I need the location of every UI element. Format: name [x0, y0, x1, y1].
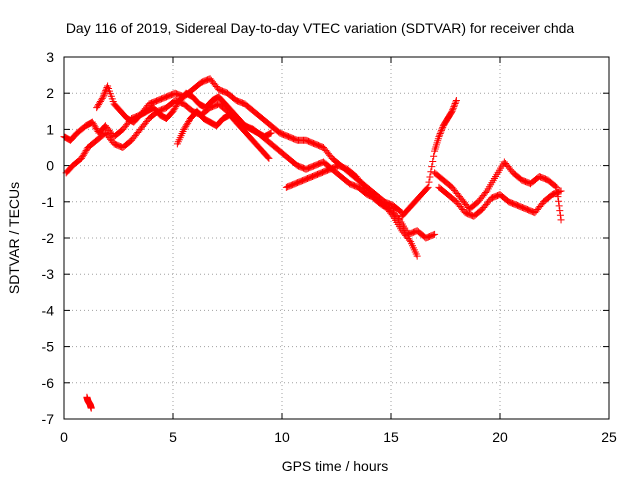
data-point-fill: [430, 152, 438, 160]
data-point-fill: [554, 193, 562, 201]
data-point-fill: [551, 182, 559, 190]
data-point-fill: [452, 98, 460, 106]
data-point-fill: [98, 94, 106, 102]
data-point-fill: [101, 88, 109, 96]
data-point: [265, 154, 273, 162]
data-point-fill: [438, 125, 446, 133]
data-point-fill: [451, 101, 459, 109]
data-point: [448, 107, 456, 115]
data-point: [557, 187, 565, 195]
data-point-fill: [429, 231, 437, 239]
data-point-fill: [451, 100, 459, 108]
data-point-fill: [436, 130, 444, 138]
data-point: [431, 230, 439, 238]
data-point-fill: [100, 90, 108, 98]
data-point-fill: [264, 153, 272, 161]
data-point-fill: [266, 130, 274, 138]
data-point: [435, 133, 443, 141]
data-point: [424, 183, 432, 191]
x-tick-label: 5: [169, 429, 177, 445]
data-point: [452, 96, 460, 104]
data-point-fill: [555, 197, 563, 205]
data-point-fill: [423, 184, 431, 192]
data-point-fill: [425, 178, 433, 186]
data-point: [99, 93, 107, 101]
data-point: [413, 252, 421, 260]
x-tick-label: 10: [274, 429, 290, 445]
y-tick-label: 0: [46, 158, 54, 174]
data-point-fill: [449, 104, 457, 112]
y-tick-label: -6: [42, 375, 55, 391]
data-point: [553, 183, 561, 191]
data-point-fill: [405, 236, 413, 244]
data-point-fill: [555, 202, 563, 210]
y-tick-label: 2: [46, 85, 54, 101]
x-tick-label: 15: [383, 429, 399, 445]
y-tick-label: -7: [42, 411, 55, 427]
data-point-fill: [429, 157, 437, 165]
x-tick-label: 25: [601, 429, 617, 445]
data-point-fill: [450, 103, 458, 111]
data-point-fill: [100, 91, 108, 99]
y-tick-label: 3: [46, 49, 54, 65]
data-point-fill: [449, 106, 457, 114]
data-point-fill: [426, 173, 434, 181]
x-tick-label: 0: [60, 429, 68, 445]
data-point-fill: [556, 211, 564, 219]
y-tick-label: -1: [42, 194, 55, 210]
data-point-fill: [428, 163, 436, 171]
y-tick-label: 1: [46, 121, 54, 137]
data-point-fill: [427, 168, 435, 176]
data-point-fill: [482, 188, 490, 196]
data-point: [557, 216, 565, 224]
y-tick-label: -5: [42, 339, 55, 355]
data-points: [60, 75, 565, 412]
data-point: [87, 404, 95, 412]
y-tick-label: -2: [42, 230, 55, 246]
x-axis-label: GPS time / hours: [282, 458, 389, 474]
data-point-fill: [436, 131, 444, 139]
chart-title: Day 116 of 2019, Sidereal Day-to-day VTE…: [66, 20, 575, 36]
y-tick-label: -4: [42, 302, 55, 318]
data-point: [267, 129, 275, 137]
data-point-fill: [556, 187, 564, 195]
x-tick-label: 20: [492, 429, 508, 445]
data-point-fill: [437, 126, 445, 134]
data-point-fill: [437, 128, 445, 136]
data-point-fill: [556, 207, 564, 215]
data-point-fill: [103, 84, 111, 92]
y-tick-label: -3: [42, 266, 55, 282]
y-axis-label: SDTVAR / TECUs: [6, 182, 22, 294]
plot-frame: [63, 56, 610, 420]
